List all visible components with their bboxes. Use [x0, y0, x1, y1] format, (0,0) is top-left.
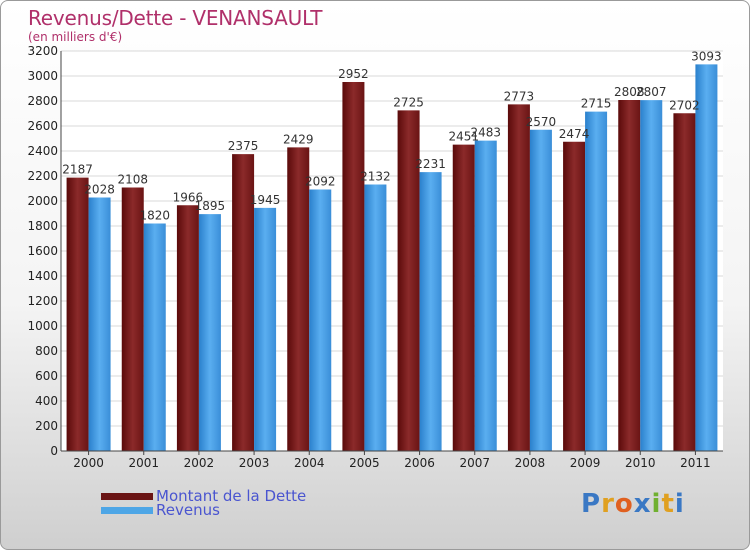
y-tick-label: 3200 — [27, 44, 58, 58]
data-label-dette: 2451 — [448, 130, 479, 144]
x-tick-label: 2008 — [515, 456, 546, 470]
proxiti-logo: Proxiti — [581, 489, 685, 519]
data-label-revenus: 2092 — [305, 175, 336, 189]
x-tick-label: 2010 — [625, 456, 656, 470]
data-label-dette: 2429 — [283, 132, 314, 146]
x-tick-label: 2000 — [73, 456, 104, 470]
logo-letter: x — [633, 489, 652, 519]
logo-letter: r — [601, 489, 615, 519]
bar-revenus — [585, 111, 608, 451]
data-label-dette: 2702 — [669, 98, 700, 112]
data-label-revenus: 2715 — [581, 97, 612, 111]
data-label-revenus: 2807 — [636, 85, 667, 99]
x-tick-label: 2007 — [459, 456, 490, 470]
bar-revenus — [143, 223, 166, 451]
logo-letter: o — [614, 489, 634, 519]
y-tick-label: 2400 — [27, 144, 58, 158]
bar-dette — [397, 110, 420, 451]
bar-revenus — [419, 172, 442, 451]
x-tick-label: 2004 — [294, 456, 325, 470]
y-tick-label: 1400 — [27, 269, 58, 283]
logo-letter: P — [581, 489, 602, 519]
data-label-dette: 2808 — [614, 85, 645, 99]
bar-revenus — [529, 129, 552, 451]
bar-revenus — [309, 189, 332, 451]
logo-letter: i — [651, 489, 662, 519]
data-label-revenus: 2231 — [415, 157, 446, 171]
bar-dette — [176, 205, 199, 451]
bar-dette — [452, 144, 475, 451]
y-tick-label: 0 — [50, 444, 58, 458]
y-tick-label: 200 — [35, 419, 58, 433]
x-tick-label: 2001 — [128, 456, 159, 470]
data-label-revenus: 1895 — [195, 199, 226, 213]
y-tick-label: 800 — [35, 344, 58, 358]
bar-dette — [507, 104, 530, 451]
logo-letter: i — [674, 489, 685, 519]
y-tick-label: 1600 — [27, 244, 58, 258]
bar-dette — [563, 141, 586, 451]
data-label-revenus: 2483 — [470, 126, 501, 140]
bar-dette — [673, 113, 696, 451]
data-label-dette: 2375 — [228, 139, 259, 153]
y-tick-label: 400 — [35, 394, 58, 408]
data-label-revenus: 2132 — [360, 170, 391, 184]
x-tick-label: 2006 — [404, 456, 435, 470]
data-label-revenus: 1945 — [250, 193, 281, 207]
y-tick-label: 1200 — [27, 294, 58, 308]
bar-revenus — [254, 207, 277, 451]
x-tick-label: 2003 — [239, 456, 270, 470]
bar-dette — [121, 187, 144, 451]
legend-swatch-dette — [101, 493, 153, 500]
bar-dette — [232, 154, 255, 451]
logo-letter: t — [661, 489, 675, 519]
data-label-dette: 1966 — [173, 190, 204, 204]
y-tick-label: 2000 — [27, 194, 58, 208]
bar-revenus — [640, 100, 663, 451]
data-label-dette: 2474 — [559, 127, 590, 141]
data-label-dette: 2108 — [117, 173, 148, 187]
data-label-dette: 2773 — [504, 89, 535, 103]
x-tick-label: 2011 — [680, 456, 711, 470]
data-label-dette: 2187 — [62, 163, 93, 177]
y-tick-label: 1800 — [27, 219, 58, 233]
data-label-revenus: 2570 — [526, 115, 557, 129]
y-tick-label: 1000 — [27, 319, 58, 333]
legend-label-dette: Montant de la Dette — [156, 487, 307, 505]
chart-subtitle: (en milliers d'€) — [28, 30, 123, 44]
y-tick-label: 3000 — [27, 69, 58, 83]
y-tick-label: 600 — [35, 369, 58, 383]
bar-revenus — [695, 64, 718, 451]
data-label-dette: 2725 — [393, 95, 424, 109]
bar-dette — [342, 82, 365, 451]
legend-label-revenus: Revenus — [156, 501, 220, 519]
bar-revenus — [198, 214, 221, 451]
bar-dette — [618, 100, 641, 451]
data-label-revenus: 3093 — [691, 49, 722, 63]
bar-revenus — [88, 197, 111, 451]
y-tick-label: 2200 — [27, 169, 58, 183]
y-tick-label: 2600 — [27, 119, 58, 133]
x-tick-label: 2002 — [184, 456, 215, 470]
bar-revenus — [364, 184, 387, 451]
y-tick-label: 2800 — [27, 94, 58, 108]
bar-dette — [66, 177, 89, 451]
chart-title: Revenus/Dette - VENANSAULT — [28, 6, 323, 30]
bar-dette — [287, 147, 310, 451]
x-tick-label: 2005 — [349, 456, 380, 470]
x-tick-label: 2009 — [570, 456, 601, 470]
data-label-revenus: 2028 — [84, 183, 115, 197]
data-label-dette: 2952 — [338, 67, 369, 81]
data-label-revenus: 1820 — [139, 209, 170, 223]
bar-revenus — [474, 140, 497, 451]
legend-swatch-revenus — [101, 507, 153, 514]
